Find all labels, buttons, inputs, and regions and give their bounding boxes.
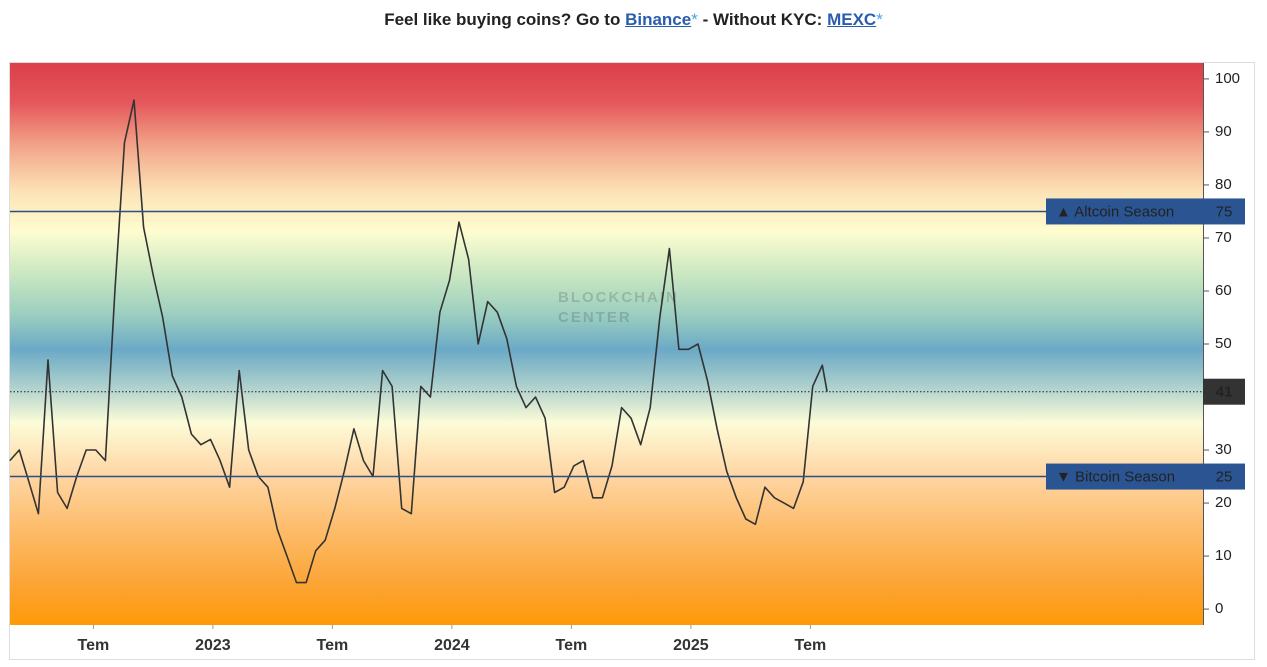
header-text: Feel like buying coins? Go to xyxy=(384,10,621,29)
plot-background xyxy=(10,63,1203,625)
y-tick-label: 10 xyxy=(1215,547,1232,564)
y-tick-label: 30 xyxy=(1215,441,1232,458)
x-tick-label: 2024 xyxy=(434,637,470,654)
header-text: - Without KYC: xyxy=(702,10,823,29)
y-tick-label: 0 xyxy=(1215,600,1223,617)
y-tick-label: 80 xyxy=(1215,176,1232,193)
binance-link[interactable]: Binance xyxy=(625,10,692,29)
asterisk: * xyxy=(691,10,698,29)
current-value: 41 xyxy=(1216,384,1233,401)
watermark-text: BLOCKCHAIN xyxy=(558,289,679,306)
y-tick-label: 60 xyxy=(1215,282,1232,299)
x-tick-label: Tem xyxy=(556,637,588,654)
y-tick-label: 50 xyxy=(1215,335,1232,352)
header: Feel like buying coins? Go to Binance* -… xyxy=(0,10,1267,30)
y-tick-label: 20 xyxy=(1215,494,1232,511)
x-tick-label: 2025 xyxy=(673,637,709,654)
reference-label-box xyxy=(1046,198,1245,225)
x-tick-label: Tem xyxy=(794,637,826,654)
x-tick-label: Tem xyxy=(317,637,349,654)
reference-value: 25 xyxy=(1216,469,1233,486)
reference-label: ▲ Altcoin Season xyxy=(1056,203,1174,220)
watermark: BLOCKCHAIN CENTER xyxy=(558,289,679,326)
x-tick-label: Tem xyxy=(78,637,110,654)
y-tick-label: 70 xyxy=(1215,229,1232,246)
mexc-link[interactable]: MEXC xyxy=(827,10,877,29)
current-label-box xyxy=(1203,378,1245,405)
watermark-text: CENTER xyxy=(558,309,632,326)
x-tick-label: 2023 xyxy=(195,637,231,654)
y-tick-label: 100 xyxy=(1215,70,1240,87)
reference-value: 75 xyxy=(1216,203,1233,220)
reference-label-box xyxy=(1046,463,1245,490)
y-tick-label: 90 xyxy=(1215,123,1232,140)
index-line xyxy=(9,99,828,584)
reference-label: ▼ Bitcoin Season xyxy=(1056,469,1175,486)
asterisk: * xyxy=(876,10,883,29)
